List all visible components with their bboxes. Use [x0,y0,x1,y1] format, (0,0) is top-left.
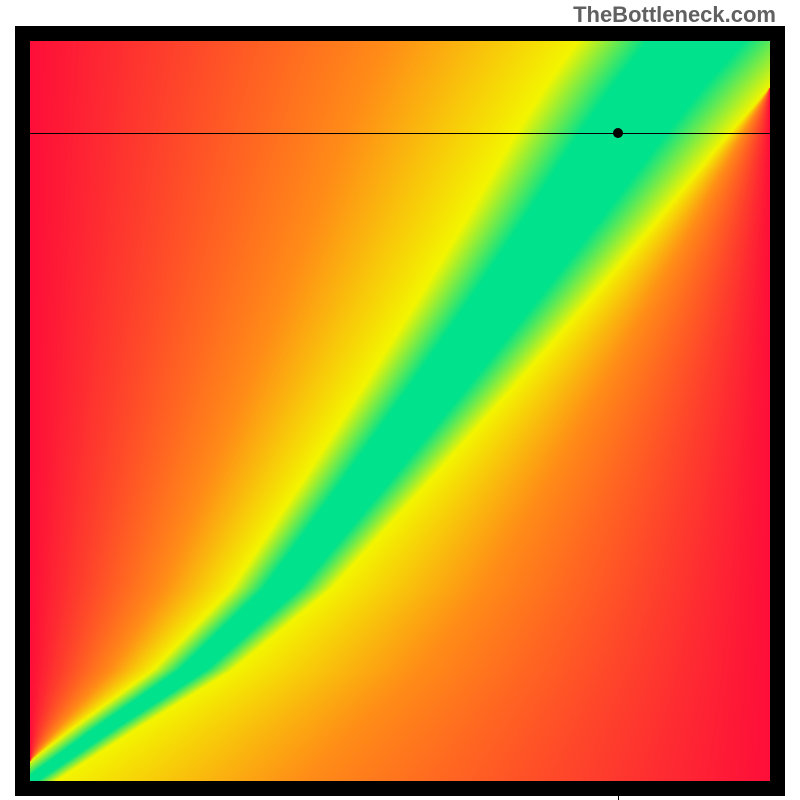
crosshair-marker [613,128,623,138]
bottleneck-heatmap [30,41,770,781]
plot-area [30,41,770,781]
crosshair-horizontal [30,133,770,134]
crosshair-vertical [618,781,619,800]
plot-frame [15,26,785,796]
watermark-text: TheBottleneck.com [573,2,776,28]
